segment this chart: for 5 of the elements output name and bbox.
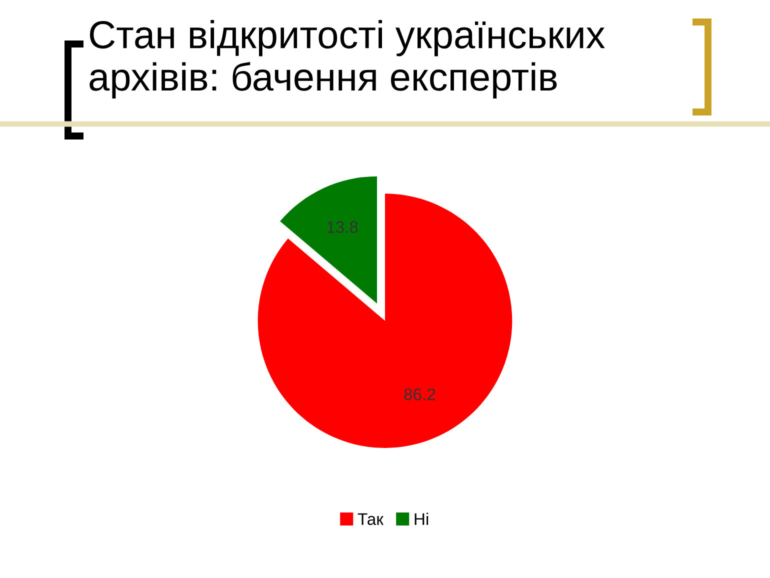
- data-label: 86.2: [404, 388, 436, 400]
- chart-title: Стан відкритості українських архівів: бачення експертів: [90, 20, 605, 99]
- legend-label: Так: [358, 513, 384, 526]
- legend-label: Ні: [414, 512, 428, 525]
- data-label: 13.8: [327, 221, 358, 233]
